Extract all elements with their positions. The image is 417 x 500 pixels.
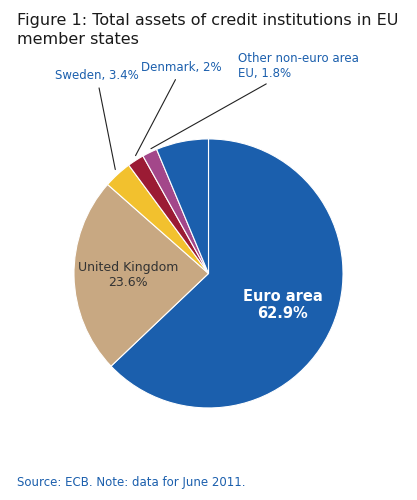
Wedge shape	[108, 165, 208, 274]
Text: Sweden, 3.4%: Sweden, 3.4%	[55, 70, 138, 170]
Text: Euro area
62.9%: Euro area 62.9%	[243, 289, 322, 322]
Text: Figure 1: Total assets of credit institutions in EU: Figure 1: Total assets of credit institu…	[17, 12, 398, 28]
Text: Other non-euro area
EU, 1.8%: Other non-euro area EU, 1.8%	[151, 52, 359, 148]
Wedge shape	[74, 184, 208, 366]
Text: member states: member states	[17, 32, 138, 48]
Text: Source: ECB. Note: data for June 2011.: Source: ECB. Note: data for June 2011.	[17, 476, 245, 489]
Text: Denmark, 2%: Denmark, 2%	[136, 62, 222, 156]
Wedge shape	[143, 150, 208, 274]
Text: United Kingdom
23.6%: United Kingdom 23.6%	[78, 261, 178, 289]
Wedge shape	[111, 139, 343, 408]
Wedge shape	[129, 156, 208, 274]
Wedge shape	[157, 139, 208, 274]
